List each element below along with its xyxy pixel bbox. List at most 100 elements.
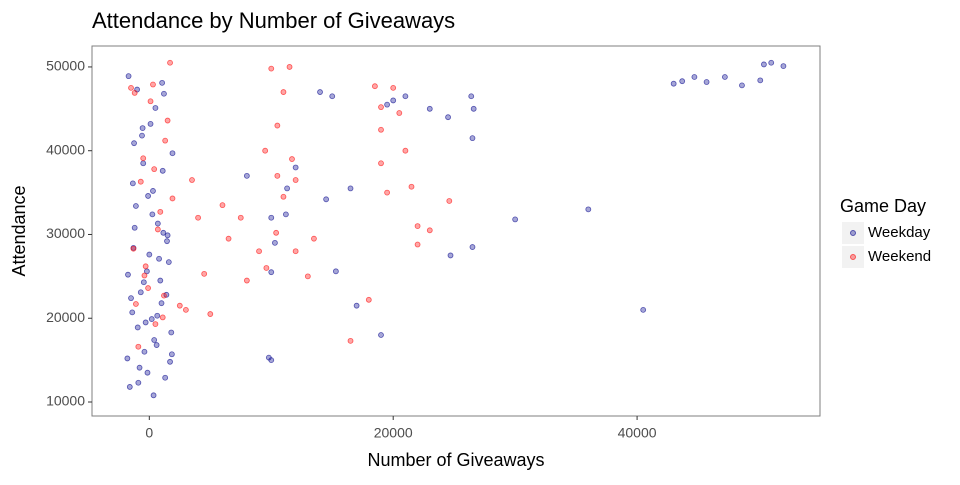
point (165, 259, 172, 266)
point (182, 306, 189, 313)
point (125, 271, 131, 278)
point (739, 82, 745, 89)
point (141, 348, 148, 355)
point (585, 206, 592, 213)
point (132, 203, 139, 209)
point (136, 364, 143, 371)
point (142, 263, 149, 270)
point (329, 93, 336, 100)
point (130, 245, 137, 252)
point (162, 137, 169, 144)
point (670, 80, 677, 87)
point (144, 369, 151, 376)
point (147, 121, 154, 127)
point (159, 314, 166, 321)
y-tick-label: 10000 (46, 393, 85, 409)
point (135, 343, 142, 350)
point (263, 265, 270, 271)
point (189, 177, 195, 183)
point (151, 337, 158, 343)
point (446, 198, 453, 204)
point (237, 214, 244, 221)
point (169, 195, 176, 202)
point (280, 89, 287, 95)
y-tick-label: 20000 (46, 309, 85, 325)
point (284, 185, 291, 192)
point (378, 160, 384, 167)
y-tick-label: 50000 (46, 58, 85, 74)
point (243, 277, 250, 284)
point (132, 301, 139, 307)
point (447, 252, 454, 259)
point (256, 248, 262, 255)
point (396, 110, 403, 116)
legend-key (842, 222, 864, 244)
legend-key (842, 246, 864, 268)
point (408, 183, 415, 190)
point (243, 172, 250, 179)
point (150, 392, 157, 399)
point (150, 188, 156, 194)
point (470, 105, 477, 112)
point (131, 140, 137, 147)
x-axis-label: Number of Giveaways (367, 450, 544, 470)
point (219, 202, 226, 209)
point (445, 114, 451, 121)
point (286, 64, 293, 70)
point (164, 238, 170, 245)
point (131, 224, 138, 231)
point (468, 93, 475, 100)
point (317, 89, 323, 95)
point (280, 193, 287, 200)
point (292, 177, 299, 183)
point (225, 235, 232, 242)
legend-label: Weekend (868, 248, 931, 265)
point (158, 300, 165, 307)
point (168, 351, 175, 358)
point (201, 270, 208, 277)
point (146, 251, 153, 258)
point (168, 329, 175, 336)
point (153, 342, 160, 348)
point (721, 74, 728, 80)
point (149, 211, 156, 218)
point (195, 214, 201, 221)
point (129, 180, 136, 187)
point (292, 248, 299, 255)
legend-title: Game Day (840, 196, 926, 216)
point (282, 211, 289, 218)
point (159, 167, 166, 174)
point (152, 321, 159, 328)
point (768, 59, 775, 66)
point (207, 311, 214, 317)
point (414, 223, 421, 229)
point (162, 374, 169, 381)
point (272, 239, 278, 246)
point (139, 125, 146, 131)
point (140, 155, 147, 162)
point (154, 226, 161, 233)
point (128, 84, 134, 91)
point (679, 78, 686, 85)
point (640, 306, 647, 313)
point (274, 172, 281, 179)
chart-title: Attendance by Number of Giveaways (92, 8, 455, 33)
legend-marker (850, 254, 856, 260)
point (141, 272, 148, 279)
point (512, 216, 519, 223)
point (140, 160, 147, 167)
point (289, 156, 295, 162)
point (469, 135, 476, 142)
point (402, 147, 409, 154)
point (157, 208, 164, 215)
point (164, 232, 171, 239)
x-tick-label: 20000 (374, 425, 413, 441)
point (780, 63, 787, 70)
point (140, 279, 147, 286)
point (154, 220, 161, 227)
point (139, 132, 145, 139)
point (757, 77, 764, 84)
point (156, 255, 162, 262)
point (426, 227, 433, 234)
